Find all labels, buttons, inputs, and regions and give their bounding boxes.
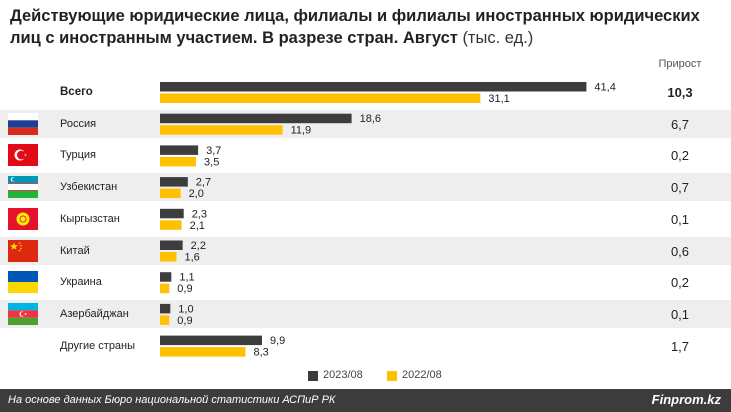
bar-label-2023: 1,0 [178, 303, 193, 315]
azerbaijan-flag-icon [8, 302, 38, 325]
legend-label-2023: 2023/08 [323, 369, 363, 381]
growth-value: 0,6 [670, 243, 690, 259]
bar-2022 [160, 220, 182, 230]
bar-2023 [160, 113, 352, 124]
bar-label-2022: 31,1 [488, 93, 509, 105]
country-label: Узбекистан [60, 181, 118, 194]
growth-value: 0,2 [670, 148, 690, 164]
footer-brand: Finprom.kz [651, 392, 721, 407]
bar-label-2022: 2,0 [189, 188, 204, 200]
bar-label-2023: 2,7 [196, 177, 211, 189]
country-label: Другие страны [60, 339, 136, 352]
bar-label-2022: 2,1 [190, 220, 205, 232]
country-label: Кыргызстан [60, 212, 120, 225]
legend-swatch-2022 [387, 371, 397, 381]
bar-2023 [160, 208, 184, 219]
chart-title-main: Действующие юридические лица, филиалы и … [10, 7, 700, 47]
country-label: Китай [60, 244, 90, 257]
bar-2023 [160, 82, 587, 92]
kyrgyzstan-flag-icon [8, 207, 38, 230]
growth-value: 1,7 [670, 338, 690, 354]
growth-value: 0,2 [670, 275, 690, 291]
bar-label-2023: 1,1 [179, 272, 194, 284]
bar-label-2022: 11,9 [291, 125, 312, 137]
bar-label-2023: 2,3 [192, 208, 207, 220]
bar-label-2022: 0,9 [177, 315, 192, 327]
country-label: Турция [60, 149, 96, 162]
bar-2022 [160, 93, 481, 103]
bar-label-2023: 3,7 [206, 145, 221, 157]
bar-2022 [160, 156, 197, 167]
ukraine-flag-icon [8, 271, 38, 294]
bar-2022 [160, 125, 283, 135]
bar-2022 [160, 315, 170, 325]
bar-2023 [160, 145, 199, 155]
bar-2022 [160, 347, 246, 357]
legend-swatch-2023 [308, 371, 318, 381]
bar-label-2022: 3,5 [204, 156, 219, 168]
bar-label-2022: 1,6 [184, 252, 199, 264]
chart-title: Действующие юридические лица, филиалы и … [10, 5, 725, 49]
legend-label-2022: 2022/08 [402, 369, 442, 381]
country-label: Всего [60, 86, 93, 98]
growth-value: 6,7 [670, 116, 690, 132]
bar-label-2022: 0,9 [177, 283, 192, 295]
growth-column-header: Прирост [658, 58, 702, 70]
bar-2023 [160, 272, 172, 282]
bar-2022 [160, 283, 170, 294]
bar-label-2022: 8,3 [253, 347, 268, 359]
chart-title-unit: (тыс. ед.) [462, 29, 534, 47]
row-background [0, 299, 731, 328]
uzbekistan-flag-icon [8, 176, 38, 199]
footer-bar: На основе данных Бюро национальной стати… [0, 389, 731, 412]
russia-flag-icon [8, 112, 38, 135]
row-background [0, 109, 731, 138]
growth-value: 0,7 [670, 180, 690, 196]
country-label: Россия [60, 117, 97, 130]
bar-label-2023: 41,4 [594, 82, 615, 94]
row-background [0, 173, 731, 202]
growth-value: 0,1 [670, 306, 690, 322]
bar-2023 [160, 303, 171, 314]
growth-value: 10,3 [667, 85, 693, 100]
bar-2023 [160, 177, 188, 187]
bar-2023 [160, 240, 183, 250]
footer-source: На основе данных Бюро национальной стати… [8, 394, 336, 406]
bar-2023 [160, 335, 262, 346]
country-label: Азербайджан [60, 307, 129, 320]
row-background [0, 236, 731, 265]
china-flag-icon [8, 239, 38, 262]
country-label: Украина [60, 276, 102, 289]
bar-label-2023: 18,6 [360, 113, 381, 125]
bar-2022 [160, 252, 177, 262]
bar-label-2023: 9,9 [270, 335, 285, 347]
growth-value: 0,1 [670, 211, 690, 227]
bar-2022 [160, 188, 181, 199]
bar-label-2023: 2,2 [191, 240, 206, 252]
turkey-flag-icon [8, 144, 38, 167]
